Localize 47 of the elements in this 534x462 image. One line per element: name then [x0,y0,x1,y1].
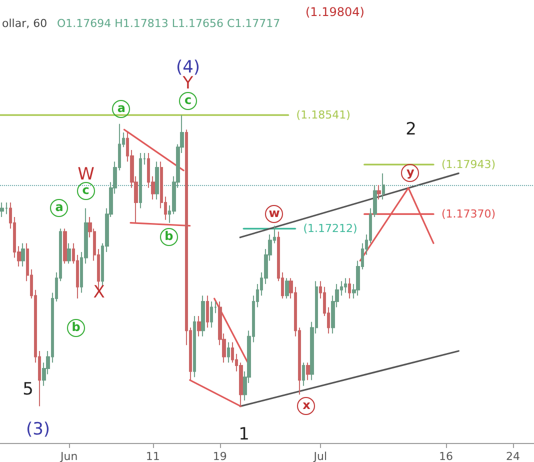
annotation: W [78,164,94,184]
series-label: (1.17943) [441,158,496,172]
series-label: (1.17212) [303,222,358,236]
series-label: (1.17370) [441,208,496,221]
text: (1.19804) [306,5,364,19]
annotation: 2 [406,120,416,140]
candlestick [155,161,159,200]
candlestick [201,295,205,337]
candlestick [306,362,310,381]
annotation: x [297,397,316,416]
candlestick [285,278,289,300]
candlestick [348,278,351,300]
annotation: b [160,228,178,246]
candlestick [197,316,201,337]
annotation: c [76,182,95,200]
annotation: b [67,318,86,337]
annotation: 5 [22,380,34,400]
candlestick [63,228,67,264]
text: (3) [26,420,50,440]
candlestick [206,295,209,328]
candlestick [227,342,230,364]
x-tick-label: 11 [146,450,160,462]
candlestick [382,172,385,200]
candlestick [193,316,196,378]
annotation: X [93,282,105,302]
candlestick [210,300,213,328]
x-tick-label: 19 [212,450,227,462]
series-label: (1.18541) [296,108,350,122]
annotation: a [112,100,130,118]
x-tick-label: 16 [439,450,454,462]
candlestick [377,184,381,200]
text: 1 [238,424,250,444]
text: c [179,92,197,110]
candlestick [344,278,347,294]
candlestick [139,152,142,209]
candlestick [0,202,4,218]
x-tick-label: Jun [60,450,78,462]
annotation: w [265,205,284,224]
annotation: a [50,199,68,218]
candlestick [21,242,25,268]
candlestick [302,362,305,386]
x-tick-label: 24 [506,450,520,462]
chart-title: ollar, 60 [2,17,48,30]
candlestick [67,242,71,264]
annotation: y [401,164,420,182]
chart-subtitle: O1.17694 H1.17813 L1.17656 C1.17717 [57,17,280,30]
x-tick-label: Jul [312,450,328,462]
